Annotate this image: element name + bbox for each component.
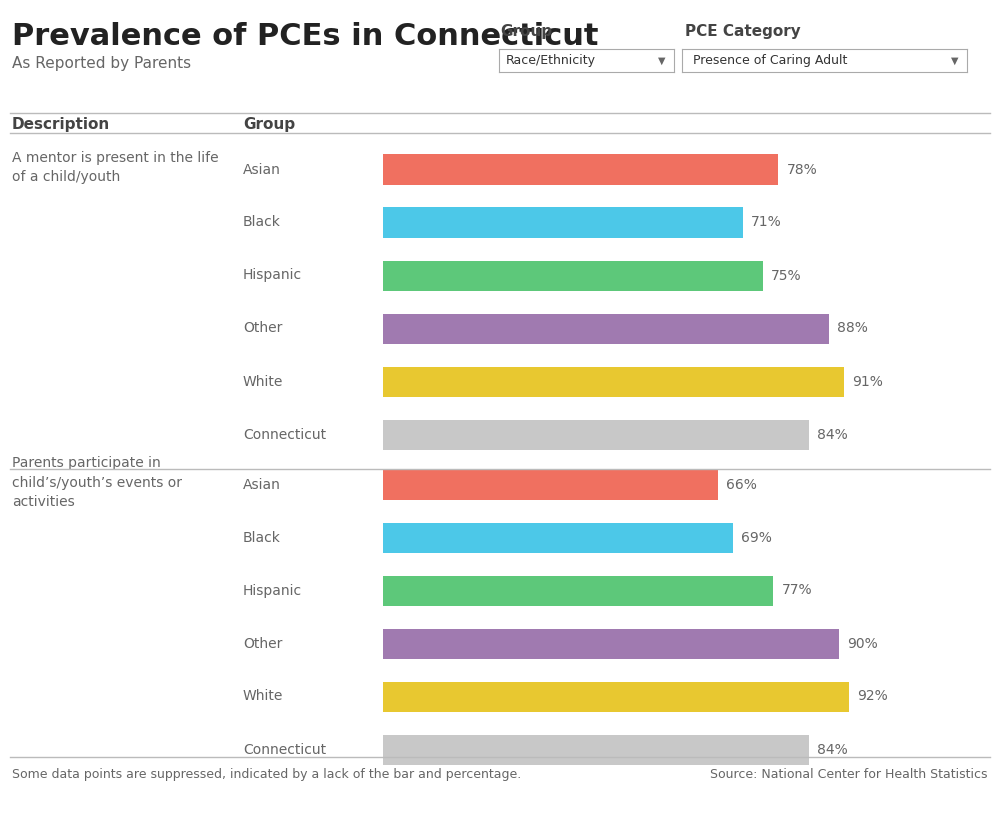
Text: Presence of Caring Adult: Presence of Caring Adult	[693, 54, 848, 67]
Text: Black: Black	[243, 216, 281, 230]
Text: 69%: 69%	[741, 530, 772, 544]
Text: 91%: 91%	[852, 375, 883, 389]
Text: 77%: 77%	[781, 584, 812, 597]
Text: 66%: 66%	[726, 477, 756, 491]
Text: White: White	[243, 690, 283, 704]
Text: 90%: 90%	[847, 637, 878, 651]
Text: Connecticut: Connecticut	[243, 428, 326, 442]
Text: 78%: 78%	[786, 162, 817, 176]
Text: 75%: 75%	[771, 269, 802, 283]
Text: Prevalence of PCEs in Connecticut: Prevalence of PCEs in Connecticut	[12, 22, 598, 51]
Text: Race/Ethnicity: Race/Ethnicity	[506, 54, 596, 67]
Text: Other: Other	[243, 637, 282, 651]
Text: Parents participate in
child’s/youth’s events or
activities: Parents participate in child’s/youth’s e…	[12, 456, 182, 509]
Text: As Reported by Parents: As Reported by Parents	[12, 56, 191, 71]
Text: Other: Other	[243, 322, 282, 336]
Text: 71%: 71%	[751, 216, 782, 230]
Text: ▼: ▼	[658, 55, 665, 65]
Text: Hispanic: Hispanic	[243, 584, 302, 597]
Text: PCE Category: PCE Category	[685, 24, 801, 39]
Text: Asian: Asian	[243, 477, 281, 491]
Text: Asian: Asian	[243, 162, 281, 176]
Text: Black: Black	[243, 530, 281, 544]
Text: ▼: ▼	[951, 55, 958, 65]
Text: Some data points are suppressed, indicated by a lack of the bar and percentage.: Some data points are suppressed, indicat…	[12, 768, 521, 781]
Text: Group: Group	[500, 24, 552, 39]
Text: Description: Description	[12, 117, 110, 132]
Text: 84%: 84%	[817, 743, 848, 757]
Text: Connecticut: Connecticut	[243, 743, 326, 757]
Text: White: White	[243, 375, 283, 389]
Text: Hispanic: Hispanic	[243, 269, 302, 283]
Text: 88%: 88%	[837, 322, 868, 336]
Text: A mentor is present in the life
of a child/youth: A mentor is present in the life of a chi…	[12, 151, 219, 184]
Text: 92%: 92%	[857, 690, 888, 704]
Text: Source: National Center for Health Statistics: Source: National Center for Health Stati…	[710, 768, 988, 781]
Text: 84%: 84%	[817, 428, 848, 442]
Text: Group: Group	[243, 117, 295, 132]
